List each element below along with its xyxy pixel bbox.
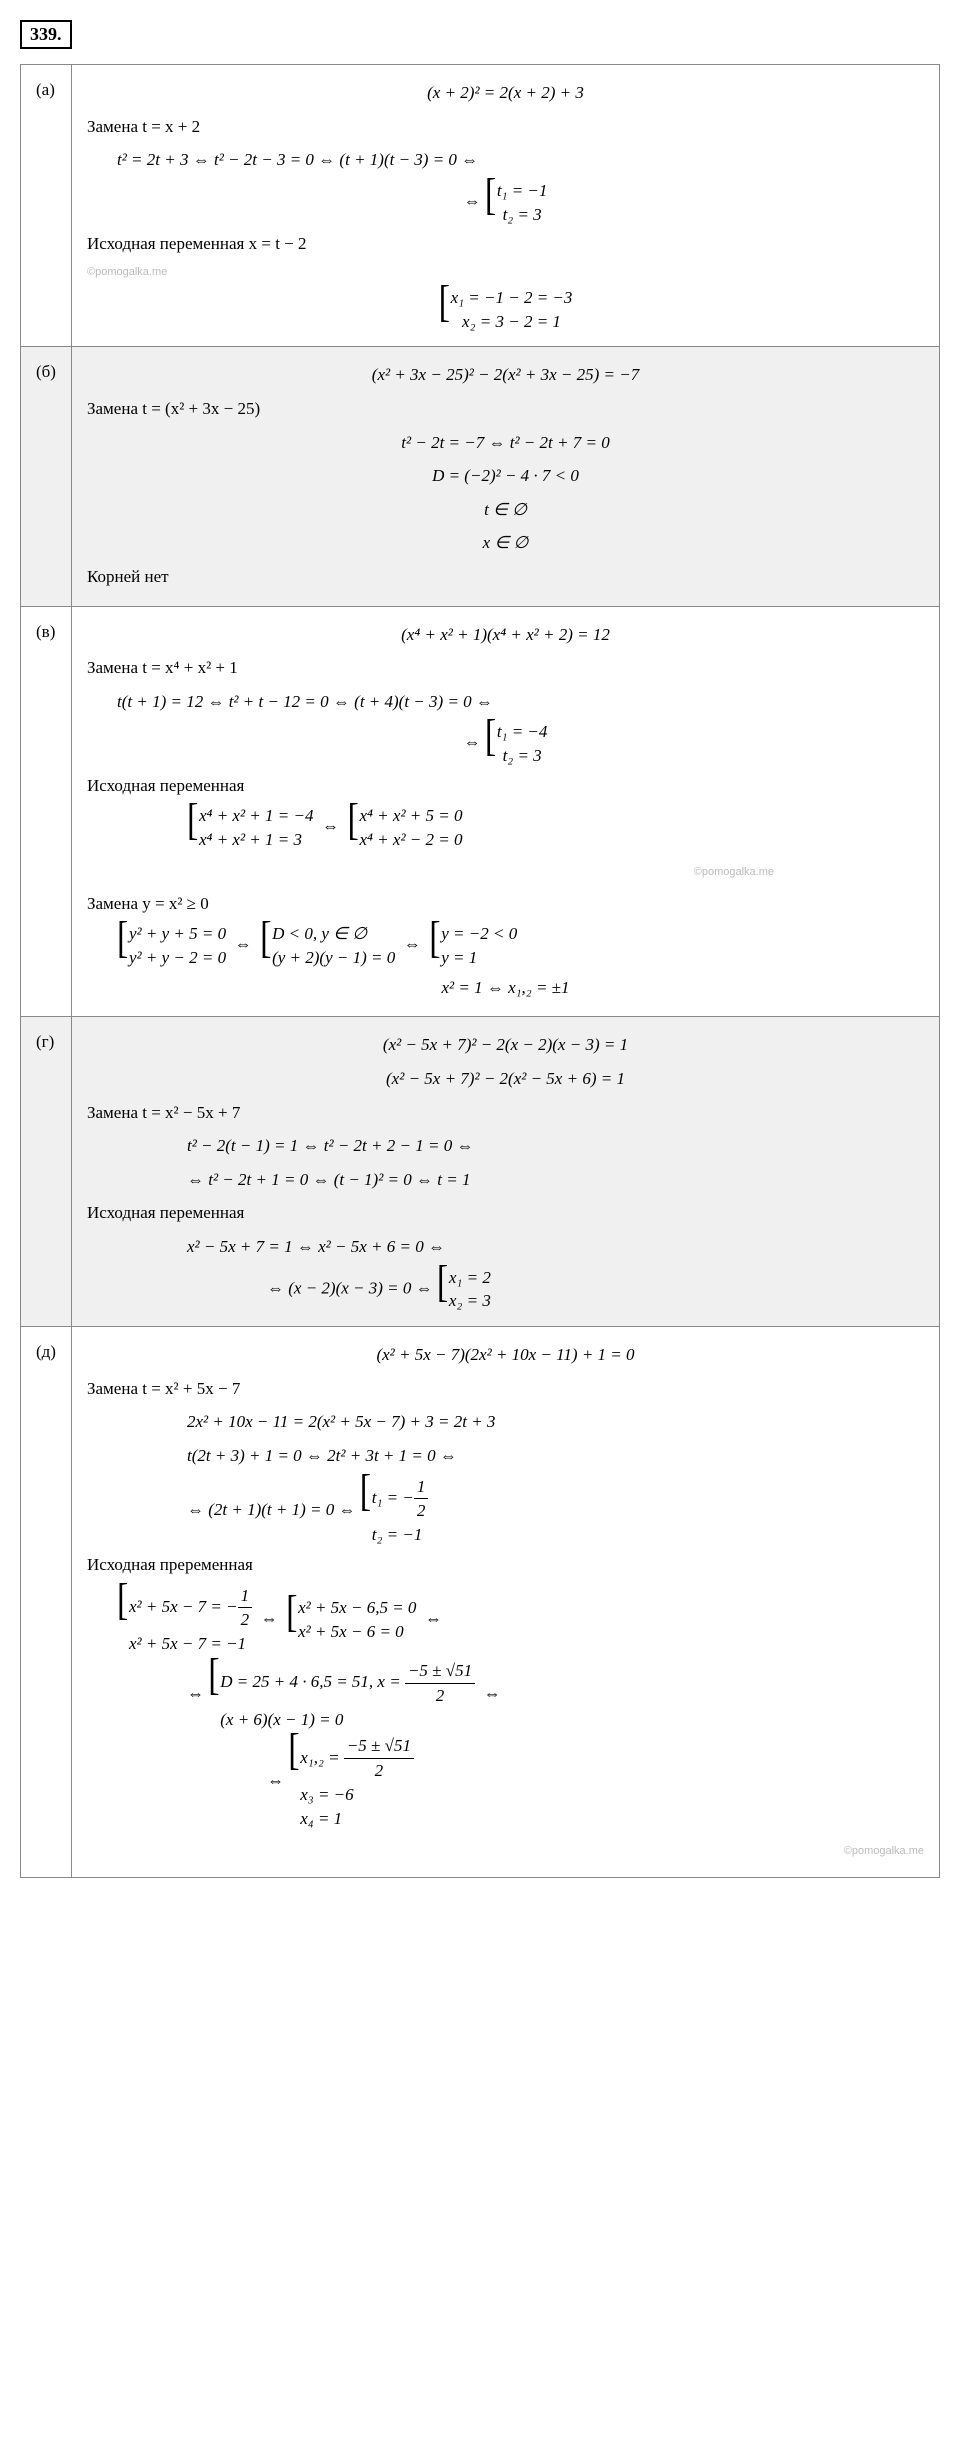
s3b-c: y² + y − 2 = 0 xyxy=(129,948,226,967)
eq-d: (x² − 5x + 7)² − 2(x − 2)(x − 3) = 1 xyxy=(383,1035,628,1054)
bracket-e-x: x₁,₂ = −5 ± √512 x₃ = −6 x₄ = 1 xyxy=(288,1734,414,1830)
s3a-c: y² + y + 5 = 0 xyxy=(129,924,226,943)
work-b-4: x ∈ ∅ xyxy=(483,533,529,552)
sub-e: Замена t = x² + 5x − 7 xyxy=(87,1374,924,1405)
bracket-c-s5: y = −2 < 0 y = 1 xyxy=(429,922,517,970)
part-c-label: (в) xyxy=(21,606,72,1017)
work-e-4-text: D = 25 + 4 · 6,5 = 51, x = xyxy=(220,1672,400,1691)
s1b-c: x⁴ + x² + 1 = 3 xyxy=(199,830,302,849)
sub-c: Замена t = x⁴ + x² + 1 xyxy=(87,653,924,684)
work-d-2: ⇔ t² − 2t + 1 = 0 ⇔ (t − 1)² = 0 ⇔ t = 1 xyxy=(187,1170,471,1189)
final-c: x² = 1 ⇔ x₁,₂ = ±1 xyxy=(441,978,569,997)
s2b-c: x⁴ + x² − 2 = 0 xyxy=(359,830,462,849)
bracket-c-t: t₁ = −4 t₂ = 3 xyxy=(485,720,548,768)
watermark: ©pomogalka.me xyxy=(694,866,774,878)
work-d-3: x² − 5x + 7 = 1 ⇔ x² − 5x + 6 = 0 ⇔ xyxy=(187,1237,445,1256)
bracket-d-x: x₁ = 2 x₂ = 3 xyxy=(437,1266,491,1314)
backsub-d: Исходная переменная xyxy=(87,1198,924,1229)
work-e-1: 2x² + 10x − 11 = 2(x² + 5x − 7) + 3 = 2t… xyxy=(187,1412,495,1431)
backsub-e: Исходная преременная xyxy=(87,1550,924,1581)
work-b-1: t² − 2t = −7 ⇔ t² − 2t + 7 = 0 xyxy=(401,433,609,452)
work-e-5: (x + 6)(x − 1) = 0 xyxy=(220,1710,343,1729)
problem-number: 339. xyxy=(20,20,72,49)
concl-b: Корней нет xyxy=(87,562,924,593)
s1a-e-num: 1 xyxy=(238,1584,253,1609)
eq-d-2: (x² − 5x + 7)² − 2(x² − 5x + 6) = 1 xyxy=(386,1069,625,1088)
x12-e-text: x₁,₂ = xyxy=(300,1748,339,1767)
part-e-label: (д) xyxy=(21,1327,72,1878)
bracket-c-s2: x⁴ + x² + 5 = 0 x⁴ + x² − 2 = 0 xyxy=(347,804,462,852)
s2b-e: x² + 5x − 6 = 0 xyxy=(298,1622,404,1641)
x1-a: x₁ = −1 − 2 = −3 xyxy=(451,288,573,307)
watermark: ©pomogalka.me xyxy=(87,263,924,283)
sub-b: Замена t = (x² + 3x − 25) xyxy=(87,394,924,425)
s2a-c: x⁴ + x² + 5 = 0 xyxy=(359,806,462,825)
work-c-1: t(t + 1) = 12 ⇔ t² + t − 12 = 0 ⇔ (t + 4… xyxy=(117,692,493,711)
work-d-1: t² − 2(t − 1) = 1 ⇔ t² − 2t + 2 − 1 = 0 … xyxy=(187,1136,473,1155)
x12-e-num: −5 ± √51 xyxy=(344,1734,414,1759)
bracket-e-s2: x² + 5x − 6,5 = 0 x² + 5x − 6 = 0 xyxy=(286,1596,416,1644)
x4-e: x₄ = 1 xyxy=(300,1809,342,1828)
s1a-e-text: x² + 5x − 7 = − xyxy=(129,1597,238,1616)
bracket-c-s4: D < 0, y ∈ ∅ (y + 2)(y − 1) = 0 xyxy=(260,922,395,970)
s1b-e: x² + 5x − 7 = −1 xyxy=(129,1634,246,1653)
t2-a: t₂ = 3 xyxy=(503,205,542,224)
t1-e-num: 1 xyxy=(414,1475,429,1500)
part-d-label: (г) xyxy=(21,1017,72,1327)
eq-a: (x + 2)² = 2(x + 2) + 3 xyxy=(427,83,584,102)
watermark: ©pomogalka.me xyxy=(844,1845,924,1857)
t2-e: t₂ = −1 xyxy=(372,1525,423,1544)
work-b-3: t ∈ ∅ xyxy=(484,500,527,519)
sub-a: Замена t = x + 2 xyxy=(87,112,924,143)
eq-c: (x⁴ + x² + 1)(x⁴ + x² + 2) = 12 xyxy=(401,625,610,644)
bracket-e-t: t₁ = −12 t₂ = −1 xyxy=(360,1475,429,1547)
t1-a: t₁ = −1 xyxy=(497,181,548,200)
s2a-e: x² + 5x − 6,5 = 0 xyxy=(298,1598,416,1617)
part-e-content: (x² + 5x − 7)(2x² + 10x − 11) + 1 = 0 За… xyxy=(71,1327,939,1878)
x2-d: x₂ = 3 xyxy=(449,1291,491,1310)
s1a-c: x⁴ + x² + 1 = −4 xyxy=(199,806,313,825)
x3-e: x₃ = −6 xyxy=(300,1785,353,1804)
t1-c: t₁ = −4 xyxy=(497,722,548,741)
part-d-content: (x² − 5x + 7)² − 2(x − 2)(x − 3) = 1 (x²… xyxy=(71,1017,939,1327)
work-b-2: D = (−2)² − 4 · 7 < 0 xyxy=(432,466,579,485)
part-a-label: (а) xyxy=(21,65,72,347)
t2-c: t₂ = 3 xyxy=(503,746,542,765)
t1-e-den: 2 xyxy=(414,1499,429,1523)
bracket-a-t: t₁ = −1 t₂ = 3 xyxy=(485,179,548,227)
bracket-e-s1: x² + 5x − 7 = −12 x² + 5x − 7 = −1 xyxy=(117,1584,252,1656)
t1-e-text: t₁ = − xyxy=(372,1488,414,1507)
part-b-label: (б) xyxy=(21,347,72,606)
backsub-a: Исходная переменная x = t − 2 xyxy=(87,234,307,253)
x12-e-den: 2 xyxy=(344,1759,414,1783)
x1-d: x₁ = 2 xyxy=(449,1268,491,1287)
work-e-2: t(2t + 3) + 1 = 0 ⇔ 2t² + 3t + 1 = 0 ⇔ xyxy=(187,1446,457,1465)
part-c-content: (x⁴ + x² + 1)(x⁴ + x² + 2) = 12 Замена t… xyxy=(71,606,939,1017)
part-b-content: (x² + 3x − 25)² − 2(x² + 3x − 25) = −7 З… xyxy=(71,347,939,606)
eq-b: (x² + 3x − 25)² − 2(x² + 3x − 25) = −7 xyxy=(372,365,639,384)
part-a-content: (x + 2)² = 2(x + 2) + 3 Замена t = x + 2… xyxy=(71,65,939,347)
s5b-c: y = 1 xyxy=(441,948,477,967)
work-e-3: ⇔ (2t + 1)(t + 1) = 0 ⇔ xyxy=(187,1500,356,1519)
work-e-4-den: 2 xyxy=(405,1684,475,1708)
backsub-c: Исходная переменная xyxy=(87,771,924,802)
sub2-c: Замена y = x² ≥ 0 xyxy=(87,889,924,920)
s5a-c: y = −2 < 0 xyxy=(441,924,517,943)
s4b-c: (y + 2)(y − 1) = 0 xyxy=(272,948,395,967)
s4a-c: D < 0, y ∈ ∅ xyxy=(272,924,367,943)
bracket-a-x: x₁ = −1 − 2 = −3 x₂ = 3 − 2 = 1 xyxy=(439,286,573,334)
s1a-e-den: 2 xyxy=(238,1608,253,1632)
work-e-4-num: −5 ± √51 xyxy=(405,1659,475,1684)
bracket-c-s1: x⁴ + x² + 1 = −4 x⁴ + x² + 1 = 3 xyxy=(187,804,313,852)
x2-a: x₂ = 3 − 2 = 1 xyxy=(462,312,561,331)
sub-d: Замена t = x² − 5x + 7 xyxy=(87,1098,924,1129)
work-d-4: ⇔ (x − 2)(x − 3) = 0 ⇔ xyxy=(267,1278,433,1297)
bracket-e-d: D = 25 + 4 · 6,5 = 51, x = −5 ± √512 (x … xyxy=(208,1659,475,1731)
solutions-table: (а) (x + 2)² = 2(x + 2) + 3 Замена t = x… xyxy=(20,64,940,1878)
bracket-c-s3: y² + y + 5 = 0 y² + y − 2 = 0 xyxy=(117,922,226,970)
eq-e: (x² + 5x − 7)(2x² + 10x − 11) + 1 = 0 xyxy=(376,1345,634,1364)
work-a-1: t² = 2t + 3 ⇔ t² − 2t − 3 = 0 ⇔ (t + 1)(… xyxy=(117,150,478,169)
